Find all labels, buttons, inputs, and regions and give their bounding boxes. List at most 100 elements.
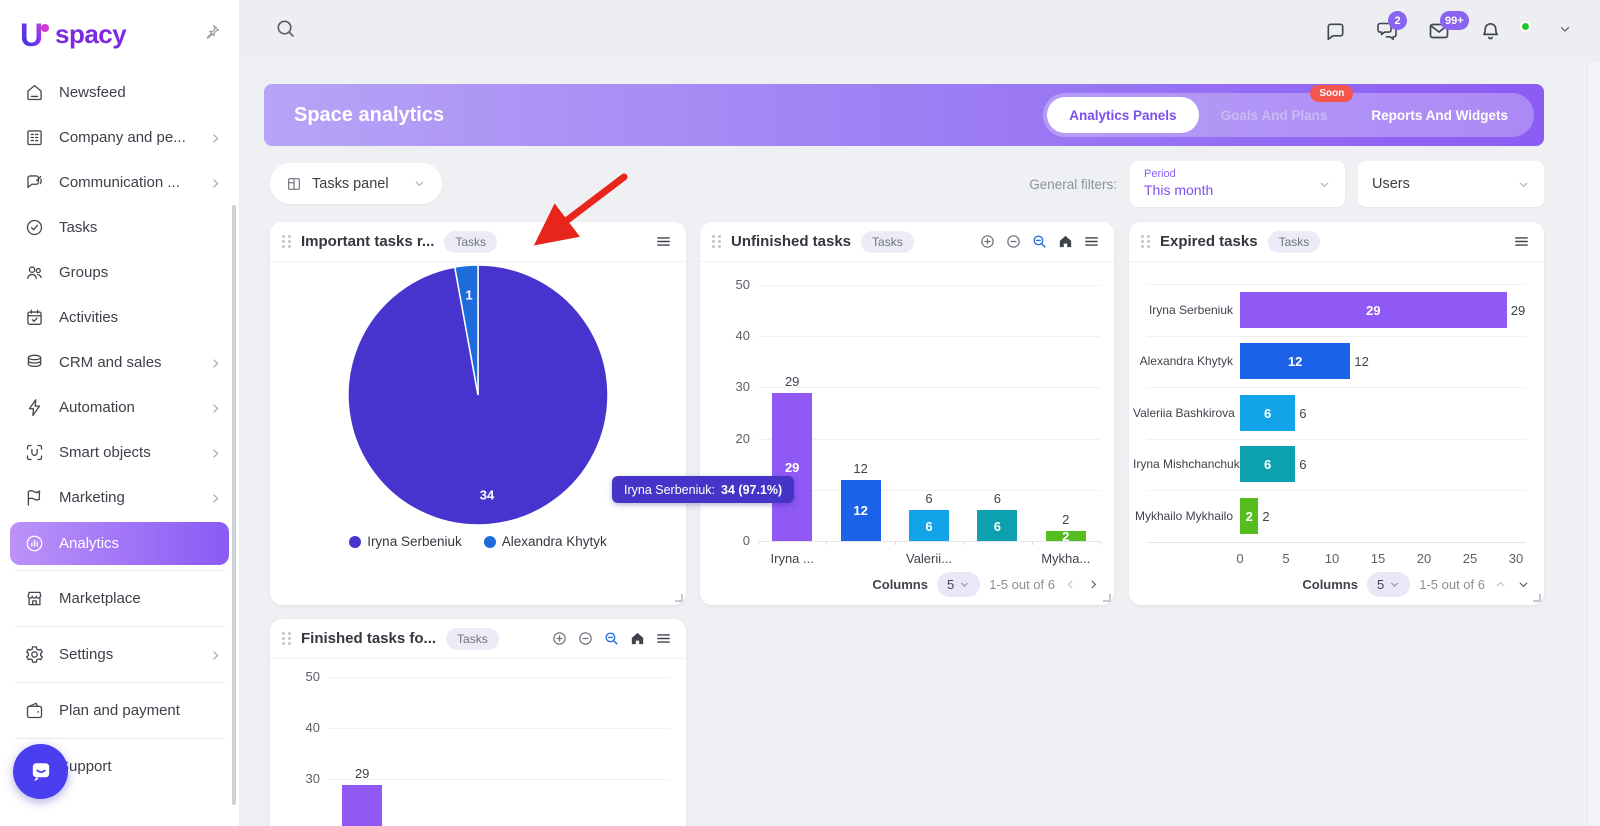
drag-handle[interactable]: [712, 235, 721, 248]
sidebar-item-label: Newsfeed: [59, 84, 126, 101]
y-axis-tick: 30: [305, 771, 320, 787]
widget-menu-icon[interactable]: [655, 233, 672, 250]
resize-handle[interactable]: [675, 594, 683, 602]
bar-0[interactable]: [342, 784, 383, 826]
resize-handle[interactable]: [1533, 594, 1541, 602]
sidebar-item-communication[interactable]: Communication ...: [0, 160, 239, 205]
zoom-out-icon[interactable]: [1005, 233, 1022, 250]
bar-3[interactable]: [1240, 446, 1296, 483]
sidebar-item-smart-objects[interactable]: Smart objects: [0, 430, 239, 475]
legend-dot: [483, 535, 496, 548]
bar-3[interactable]: [977, 510, 1018, 541]
sidebar-item-marketplace[interactable]: Marketplace: [0, 576, 239, 621]
y-axis-tick: 50: [735, 277, 750, 292]
uspacy-logo[interactable]: U spacy: [18, 16, 127, 52]
next-page-icon[interactable]: [1517, 578, 1530, 591]
mail-icon[interactable]: 99+: [1427, 11, 1469, 43]
row-label: Valeriia Bashkirova: [1133, 405, 1235, 420]
users-filter-value: Users: [1372, 176, 1410, 192]
bar-0[interactable]: [1240, 291, 1507, 328]
prev-page-icon[interactable]: [1064, 578, 1077, 591]
bar-4[interactable]: [1045, 530, 1086, 541]
sidebar-item-settings[interactable]: Settings: [0, 632, 239, 677]
next-page-icon[interactable]: [1087, 578, 1100, 591]
bar-2[interactable]: [909, 510, 949, 541]
y-axis-tick: 20: [735, 430, 750, 446]
prev-page-icon[interactable]: [1494, 578, 1507, 591]
widget-title: Unfinished tasks: [731, 233, 852, 250]
period-filter-dropdown[interactable]: Period This month: [1130, 161, 1345, 207]
support-chat-launcher[interactable]: [13, 744, 68, 799]
sidebar-item-label: Marketplace: [59, 590, 141, 607]
pie-slice-1[interactable]: [453, 264, 479, 396]
page-size-dropdown[interactable]: 5: [1366, 572, 1411, 597]
bar-chart-area: 504030201002929: [270, 659, 686, 826]
widget-menu-icon[interactable]: [1083, 233, 1100, 250]
topbar: 2 99+: [240, 0, 1600, 62]
zoom-reset-icon[interactable]: [603, 630, 620, 647]
sidebar-item-crm-and-sales[interactable]: CRM and sales: [0, 340, 239, 385]
y-axis-tick: 20: [280, 823, 320, 826]
sidebar-item-company-and-pe[interactable]: Company and pe...: [0, 115, 239, 160]
zoom-reset-icon[interactable]: [1031, 233, 1048, 250]
sidebar-item-tasks[interactable]: Tasks: [0, 205, 239, 250]
sidebar-item-automation[interactable]: Automation: [0, 385, 239, 430]
users-filter-dropdown[interactable]: Users: [1358, 161, 1544, 207]
x-axis-category-label: Valerii...: [905, 551, 952, 566]
bar-1[interactable]: [840, 479, 881, 541]
tab-analytics-panels[interactable]: Analytics Panels: [1047, 97, 1199, 133]
sidebar-item-analytics[interactable]: Analytics: [10, 522, 229, 565]
home-view-icon[interactable]: [1057, 233, 1074, 250]
profile-chevron-down-icon[interactable]: [1558, 22, 1572, 41]
page-range-label: 1-5 out of 6: [1419, 577, 1485, 592]
widget-finished-tasks: Finished tasks fo... Tasks 5040302010029…: [270, 619, 686, 826]
x-axis-tickmark: [1100, 541, 1101, 545]
sidebar-item-plan-and-payment[interactable]: Plan and payment: [0, 688, 239, 733]
bell-icon[interactable]: [1479, 20, 1502, 43]
zoom-in-icon[interactable]: [551, 630, 568, 647]
resize-handle[interactable]: [1103, 594, 1111, 602]
zoom-out-icon[interactable]: [577, 630, 594, 647]
bar-inside-label: 12: [1287, 354, 1303, 370]
drag-handle[interactable]: [282, 235, 291, 248]
pie-legend: Iryna Serbeniuk Alexandra Khytyk: [270, 534, 686, 549]
comment-icon[interactable]: [1324, 20, 1347, 43]
search-icon[interactable]: [274, 17, 297, 45]
sidebar-item-groups[interactable]: Groups: [0, 250, 239, 295]
header-tabs: Analytics Panels Goals And Plans Soon Re…: [1043, 85, 1534, 137]
bar-1[interactable]: [1240, 343, 1351, 380]
bar-4[interactable]: [1240, 497, 1259, 534]
x-axis-tickmark: [758, 541, 759, 545]
sidebar-item-label: Settings: [59, 646, 114, 663]
main-scrollbar[interactable]: [1587, 62, 1600, 826]
sidebar-item-newsfeed[interactable]: Newsfeed: [0, 70, 239, 115]
legend-label: Iryna Serbeniuk: [367, 534, 462, 549]
widget-menu-icon[interactable]: [655, 630, 672, 647]
sidebar-item-marketing[interactable]: Marketing: [0, 475, 239, 520]
zoom-in-icon[interactable]: [979, 233, 996, 250]
bar-inside-label: 29: [1366, 302, 1381, 318]
task-check-icon: [24, 217, 45, 238]
page-size-dropdown[interactable]: 5: [936, 572, 981, 597]
drag-handle[interactable]: [282, 632, 291, 645]
sidebar-item-label: Marketing: [59, 489, 125, 506]
chats-icon[interactable]: 2: [1375, 11, 1407, 43]
widget-menu-icon[interactable]: [1513, 233, 1530, 250]
drag-handle[interactable]: [1141, 235, 1150, 248]
bar-chart-area: 504030201002929Iryna ...121266Valerii...…: [700, 262, 1114, 605]
row-label: Mykhailo Mykhailo: [1134, 508, 1233, 523]
pin-sidebar-icon[interactable]: [203, 23, 221, 46]
tab-reports-and-widgets[interactable]: Reports And Widgets: [1371, 107, 1508, 123]
bar-0[interactable]: [772, 392, 813, 541]
legend-item[interactable]: Alexandra Khytyk: [483, 534, 607, 549]
panel-selector-dropdown[interactable]: Tasks panel: [270, 163, 442, 204]
bar-2[interactable]: [1240, 394, 1296, 431]
home-view-icon[interactable]: [629, 630, 646, 647]
tab-goals-and-plans[interactable]: Goals And Plans Soon: [1199, 85, 1354, 133]
sidebar-item-activities[interactable]: Activities: [0, 295, 239, 340]
x-axis-tick: 10: [1324, 550, 1340, 566]
legend-item[interactable]: Iryna Serbeniuk: [349, 534, 462, 549]
sidebar-scrollbar[interactable]: [232, 205, 236, 805]
sidebar-item-label: CRM and sales: [59, 354, 162, 371]
